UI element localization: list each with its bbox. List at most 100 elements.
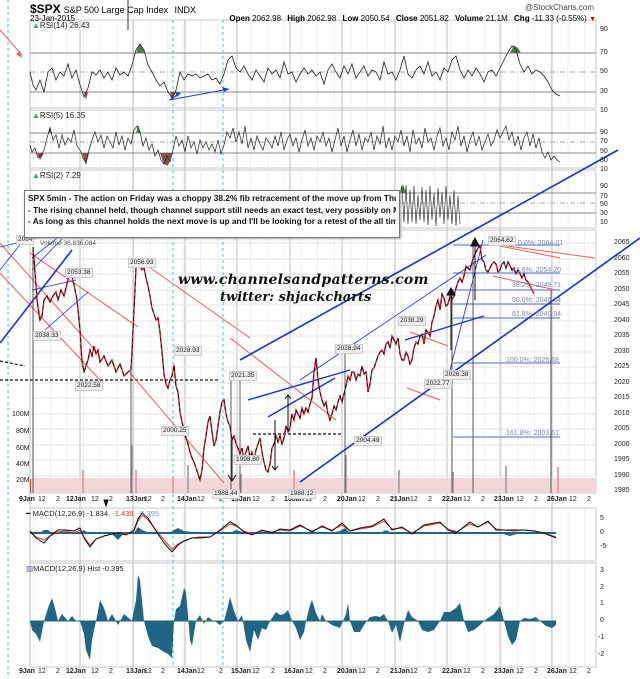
indicator-icon: ▲ [32, 171, 40, 180]
axis-tick: 2025 [614, 363, 630, 370]
date-tick: 12 [358, 668, 366, 675]
date-tick: 2 [428, 668, 432, 675]
date-tick: 2 [481, 496, 485, 503]
open-label: Open [229, 14, 250, 23]
date-tick: 2 [271, 496, 275, 503]
fib-label: 100.0%: 2026.68 [506, 357, 559, 364]
axis-tick: 50 [600, 201, 608, 208]
date-tick: 15Jan [231, 668, 251, 675]
date-axis-bottom: 9Jan 12 2 12Jan 12 2 13Jan 12 2 14Jan 12… [0, 668, 640, 678]
date-tick: 2 [534, 668, 538, 675]
watermark-twitter: twitter: shjackcharts [220, 290, 372, 305]
axis-tick: 2045 [614, 301, 630, 308]
axis-tick: 0 [600, 617, 604, 624]
axis-tick: 2050 [614, 286, 630, 293]
change-label: Chg [514, 14, 530, 23]
axis-tick: -1 [598, 634, 605, 641]
axis-tick: 2010 [614, 410, 630, 417]
axis-tick: 2040 [614, 317, 630, 324]
support-resistance-dashed [0, 360, 342, 435]
fib-label: 38.2%: 2049.71 [512, 282, 562, 289]
axis-tick: 40M [16, 461, 30, 468]
cyan-marker-lines [7, 0, 224, 679]
axis-tick: 70 [600, 193, 608, 200]
date-tick: 12 [91, 496, 99, 503]
symbol-title: $SPX S&P 500 Large Cap Index INDX [30, 2, 196, 16]
date-tick: 20Jan [337, 668, 357, 675]
price-gridlines [30, 242, 596, 477]
volume-value: 21.1M [485, 14, 508, 23]
date-tick: 2 [587, 668, 591, 675]
date-tick: 2 [376, 668, 380, 675]
price-tag: 1998.80 [234, 455, 262, 465]
macd-histogram [30, 575, 556, 660]
down-triangle-icon: ▼ [589, 16, 596, 23]
axis-tick: 2 [600, 584, 604, 591]
price-tag: 1988.12 [288, 489, 316, 499]
price-tag: 2038.29 [398, 316, 426, 326]
date-tick: 12 [516, 496, 524, 503]
date-tick: 12 [252, 668, 260, 675]
price-tag: 2028.93 [174, 346, 202, 356]
axis-tick: 2060 [614, 255, 630, 262]
date-tick: 23Jan [494, 668, 514, 675]
symbol-name: S&P 500 Large Cap Index [63, 5, 169, 15]
axis-tick: 30 [600, 157, 608, 164]
arrow-annotations [103, 0, 480, 508]
date-tick: 12Jan [66, 496, 86, 503]
indicator-icon: ▲ [32, 111, 40, 120]
date-tick: 16Jan [284, 496, 304, 503]
price-tag: 2064.62 [488, 236, 516, 246]
date-tick: 12 [305, 668, 313, 675]
date-tick: 2 [587, 496, 591, 503]
axis-tick: 2065 [614, 239, 630, 246]
axis-tick: 20M [16, 477, 30, 484]
axis-tick: 1995 [614, 456, 630, 463]
copyright: @StockCharts.com [524, 3, 594, 12]
axis-tick: 90 [600, 183, 608, 190]
macd-hist-label: ▥MACD(12,26,9) Hist -0.395 [26, 564, 124, 573]
date-tick: 26Jan [547, 668, 567, 675]
close-label: Close [395, 14, 418, 23]
date-tick: 9Jan [19, 668, 35, 675]
change-value: -11.33 (-0.55%) [531, 14, 587, 23]
price-tag: 2000.25 [161, 426, 189, 436]
date-tick: 2 [323, 496, 327, 503]
annotation-line-3: - As long as this channel holds the next… [28, 216, 396, 226]
date-tick: 12 [144, 668, 152, 675]
axis-tick: 1985 [614, 487, 630, 494]
date-tick: 20Jan [337, 496, 357, 503]
axis-tick: 1 [600, 600, 604, 607]
high-value: 2062.98 [307, 14, 337, 23]
date-tick: 14Jan [177, 496, 197, 503]
date-tick: 12 [305, 496, 313, 503]
date-tick: 2 [428, 496, 432, 503]
date-tick: 9Jan [19, 496, 35, 503]
exchange: INDX [174, 5, 196, 15]
date-tick: 22Jan [442, 668, 462, 675]
axis-tick: -2 [598, 651, 605, 658]
date-tick: 12 [569, 668, 577, 675]
price-tag: 2022.58 [75, 381, 103, 391]
chart-date: 23-Jan-2015 [30, 14, 75, 23]
volume-total-label: Volume 36,836,084 [40, 240, 97, 247]
quote-bar: Open 2062.98 High 2062.98 Low 2050.54 Cl… [225, 14, 596, 23]
axis-tick: 60M [16, 445, 30, 452]
histogram-icon: ▥ [26, 564, 34, 573]
date-tick: 22Jan [442, 496, 462, 503]
top-trendline [499, 245, 561, 259]
date-tick: 12 [38, 668, 46, 675]
legend-line-icon: ━ [26, 509, 33, 518]
watermark-site: www.channelsandpatterns.com [178, 272, 429, 288]
axis-tick: 100M [12, 411, 30, 418]
macd-label: ━ MACD(12,26,9) -1.834, -1.439, -0.395 [26, 509, 159, 518]
date-tick: 2 [376, 496, 380, 503]
date-tick: 12 [410, 668, 418, 675]
date-tick: 12 [358, 496, 366, 503]
date-tick: 2 [219, 668, 223, 675]
fib-label: 50.0%: 2045.34 [512, 297, 562, 304]
axis-tick: 0 [600, 529, 604, 536]
date-tick: 2 [109, 668, 113, 675]
date-tick: 26Jan [547, 496, 567, 503]
